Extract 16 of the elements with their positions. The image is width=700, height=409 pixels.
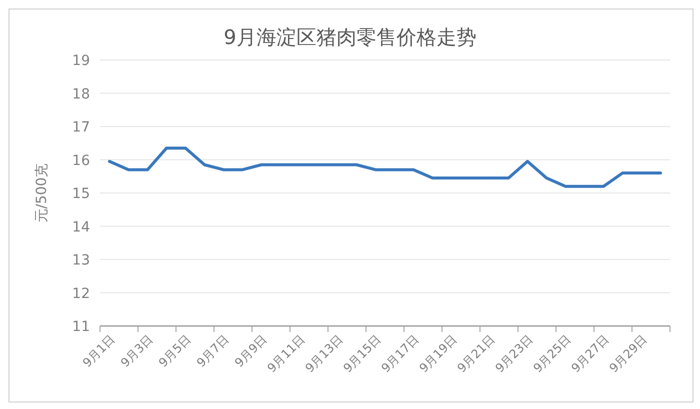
y-tick-label: 11 bbox=[72, 319, 90, 335]
x-tick-label: 9月5日 bbox=[156, 332, 194, 370]
y-tick-label: 15 bbox=[72, 186, 90, 202]
y-tick-label: 14 bbox=[72, 219, 90, 236]
x-tick-label: 9月3日 bbox=[118, 332, 156, 370]
y-tick-label: 17 bbox=[72, 120, 90, 136]
chart-title: 9月海淀区猪肉零售价格走势 bbox=[224, 25, 476, 49]
y-axis-title: 元/500克 bbox=[34, 163, 50, 223]
y-tick-label: 12 bbox=[72, 286, 90, 302]
y-tick-label: 19 bbox=[72, 53, 90, 69]
y-tick-label: 16 bbox=[72, 152, 90, 169]
line-series bbox=[108, 146, 662, 188]
y-tick-label: 13 bbox=[72, 252, 90, 268]
x-tick-label: 9月7日 bbox=[194, 332, 232, 370]
x-tick-label: 9月1日 bbox=[80, 332, 118, 370]
y-tick-label: 18 bbox=[72, 86, 90, 102]
